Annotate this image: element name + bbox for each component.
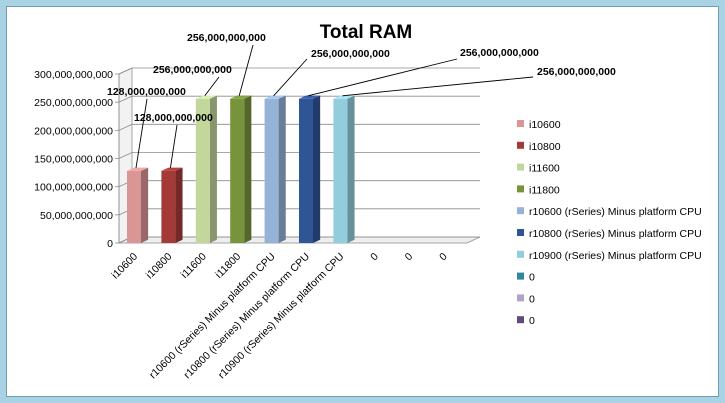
bar-side: [347, 95, 355, 243]
x-tick-label: r10800 (rSeries) Minus platform CPU: [181, 251, 312, 382]
data-label: 256,000,000,000: [153, 64, 232, 76]
data-label: 128,000,000,000: [134, 112, 213, 124]
y-tick-labels: 0 50,000,000,000 100,000,000,000 150,000,00…: [34, 69, 113, 250]
data-label: 256,000,000,000: [537, 66, 616, 78]
x-tick-label: 0: [403, 251, 416, 264]
chart-frame: 0 50,000,000,000 100,000,000,000 150,000,00…: [6, 6, 719, 397]
leader-line: [169, 124, 178, 168]
data-label: 128,000,000,000: [107, 86, 186, 98]
bar-top: [127, 167, 149, 171]
y-tick-label: 50,000,000,000: [40, 210, 113, 222]
x-tick-label: r10600 (rSeries) Minus platform CPU: [147, 251, 278, 382]
leader-line: [204, 76, 220, 97]
legend-entry: r10600 (rSeries) Minus platform CPU: [529, 206, 702, 218]
legend-entry: i10800: [529, 141, 561, 153]
bar: [195, 98, 210, 243]
legend-swatch: [517, 207, 524, 215]
y-tick-label: 0: [107, 238, 113, 250]
bars: [127, 95, 355, 243]
legend-entry: r10800 (rSeries) Minus platform CPU: [529, 228, 702, 240]
bar: [299, 98, 313, 243]
data-label: 256,000,000,000: [311, 48, 390, 60]
legend-swatch: [517, 229, 524, 236]
legend-entry: 0: [529, 293, 535, 305]
bar-top: [195, 95, 217, 99]
bar-top: [161, 167, 183, 171]
bar-side: [244, 95, 252, 243]
gridline: [118, 67, 480, 75]
x-tick-label: i10800: [144, 251, 175, 282]
legend-entry: i10600: [529, 119, 561, 131]
y-tick-label: 300,000,000,000: [34, 69, 113, 81]
legend-swatch: [517, 250, 524, 258]
legend-swatch: [517, 272, 524, 280]
legend-swatch: [517, 120, 524, 127]
gridline: [118, 123, 480, 131]
bar: [161, 170, 176, 243]
legend-swatch: [517, 141, 524, 149]
y-tick-label: 150,000,000,000: [34, 154, 113, 166]
legend: i10600 i10800 i11600 i11800 r10600 (rSeries)…: [517, 119, 702, 327]
y-tick-label: 200,000,000,000: [34, 125, 113, 137]
leader-line: [342, 76, 534, 97]
y-tick-label: 100,000,000,000: [34, 182, 113, 194]
legend-entry: i11600: [529, 163, 560, 175]
legend-swatch: [517, 316, 524, 324]
bar-side: [175, 167, 183, 243]
bar-top: [264, 95, 286, 99]
x-tick-label: 0: [437, 251, 450, 264]
x-tick-label: i10600: [109, 251, 140, 282]
legend-swatch: [517, 185, 524, 193]
leader-line: [307, 58, 458, 97]
x-tick-label: i11600: [179, 251, 209, 281]
legend-entry: 0: [529, 315, 535, 327]
leader-line: [238, 44, 254, 96]
bar-side: [313, 95, 321, 243]
y-tick-label: 250,000,000,000: [34, 97, 113, 109]
data-labels: 128,000,000,000 128,000,000,000 256,000,00…: [107, 32, 616, 168]
x-tick-label: i11800: [213, 251, 243, 281]
bar: [333, 98, 348, 243]
data-label: 256,000,000,000: [187, 32, 266, 44]
data-label: 256,000,000,000: [460, 47, 539, 59]
bar-top: [299, 95, 321, 99]
leader-line: [135, 98, 148, 168]
bar: [127, 170, 141, 243]
bar-side: [209, 95, 217, 243]
x-tick-label: 0: [368, 251, 381, 264]
bar-side: [278, 95, 286, 243]
legend-entry: 0: [529, 272, 535, 284]
bar-side: [141, 167, 149, 243]
x-tick-label: r10900 (rSeries) Minus platform CPU: [216, 251, 347, 382]
bar-top: [230, 95, 252, 99]
legend-entry: i11800: [529, 184, 560, 196]
gridline: [118, 152, 480, 159]
legend-swatch: [517, 163, 524, 171]
legend-entry: r10900 (rSeries) Minus platform CPU: [529, 250, 702, 262]
chart-title: Total RAM: [320, 22, 413, 43]
gridline: [118, 95, 480, 103]
bar-top: [333, 95, 355, 99]
leader-line: [273, 58, 308, 97]
bar: [230, 98, 245, 243]
chart-svg: 0 50,000,000,000 100,000,000,000 150,000,00…: [34, 22, 702, 382]
bar: [264, 98, 279, 243]
legend-swatch: [517, 294, 524, 302]
